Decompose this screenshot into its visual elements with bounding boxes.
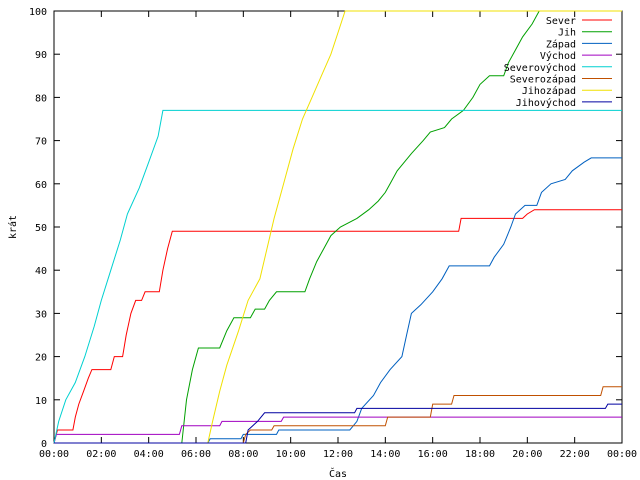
x-tick-label: 10:00 bbox=[276, 449, 306, 460]
x-tick-label: 18:00 bbox=[465, 449, 495, 460]
legend: SeverJihZápadVýchodSeverovýchodSeverozáp… bbox=[504, 16, 612, 109]
series-line-2 bbox=[54, 10, 622, 444]
y-tick-label: 40 bbox=[35, 266, 47, 277]
legend-label: Jih bbox=[558, 28, 576, 39]
x-tick-label: 04:00 bbox=[134, 449, 164, 460]
legend-label: Severozápad bbox=[510, 74, 576, 86]
legend-label: Západ bbox=[546, 38, 576, 50]
x-tick-label: 08:00 bbox=[228, 449, 258, 460]
y-tick-label: 90 bbox=[35, 50, 47, 61]
legend-label: Východ bbox=[540, 50, 576, 62]
y-tick-label: 80 bbox=[35, 93, 47, 104]
series-line-5 bbox=[53, 109, 622, 444]
series-line-7 bbox=[54, 10, 622, 444]
y-tick-label: 50 bbox=[35, 223, 47, 234]
y-tick-label: 0 bbox=[41, 439, 47, 450]
legend-label: Sever bbox=[546, 16, 576, 27]
series-lines bbox=[53, 10, 622, 444]
x-tick-label: 20:00 bbox=[512, 449, 542, 460]
y-tick-label: 70 bbox=[35, 137, 47, 148]
x-tick-label: 06:00 bbox=[181, 449, 211, 460]
x-tick-label: 00:00 bbox=[39, 449, 69, 460]
y-axis-label: krát bbox=[7, 215, 19, 239]
x-axis-label: Čas bbox=[329, 467, 347, 480]
x-tick-label: 02:00 bbox=[86, 449, 116, 460]
y-tick-label: 100 bbox=[29, 7, 47, 18]
x-axis: 00:00 02:00 04:00 06:00 08:00 10:00 12:00 14:00… bbox=[39, 11, 637, 460]
series-line-8 bbox=[54, 403, 622, 444]
x-tick-label: 16:00 bbox=[418, 449, 448, 460]
x-tick-label: 12:00 bbox=[323, 449, 353, 460]
y-tick-label: 30 bbox=[35, 309, 47, 320]
x-tick-label: 14:00 bbox=[370, 449, 400, 460]
y-tick-label: 20 bbox=[35, 353, 47, 364]
series-line-1 bbox=[53, 209, 622, 444]
y-axis: 0 10 20 30 40 50 60 70 80 90 100 bbox=[29, 7, 622, 450]
legend-label: Severovýchod bbox=[504, 62, 576, 74]
legend-label: Jihovýchod bbox=[516, 97, 576, 109]
x-tick-label: 00:00 bbox=[607, 449, 637, 460]
x-tick-label: 22:00 bbox=[560, 449, 590, 460]
series-line-4 bbox=[53, 416, 622, 444]
legend-label: Jihozápad bbox=[522, 85, 576, 97]
series-line-3 bbox=[54, 157, 622, 444]
y-tick-label: 10 bbox=[35, 396, 47, 407]
y-tick-label: 60 bbox=[35, 180, 47, 191]
